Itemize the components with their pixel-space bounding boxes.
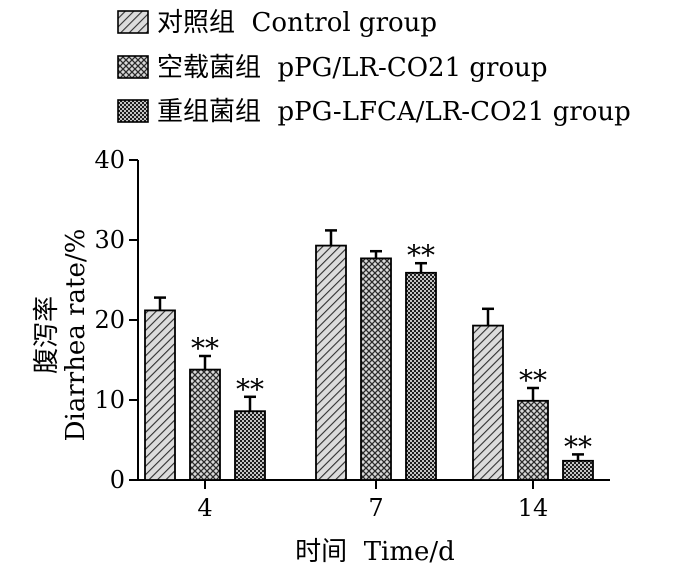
- significance-mark-2-2: **: [564, 430, 592, 463]
- legend-label-1: 空载菌组 pPG/LR-CO21 group: [157, 53, 548, 83]
- legend-label-2: 重组菌组 pPG-LFCA/LR-CO21 group: [157, 97, 631, 127]
- significance-mark-1-2: **: [519, 364, 547, 397]
- legend-label-0: 对照组 Control group: [157, 8, 437, 38]
- y-tick-label-2: 20: [94, 306, 125, 334]
- bar-2-2: [562, 459, 594, 481]
- bar-2-0: [234, 410, 266, 481]
- bar-1-0: [189, 368, 221, 481]
- y-axis-title: 腹泻率 Diarrhea rate/%: [32, 229, 91, 442]
- bar-0-2: [472, 324, 504, 481]
- legend: 对照组 Control group 空载菌组 pPG/LR-CO21 group…: [117, 8, 631, 127]
- legend-swatch-0: [117, 10, 149, 34]
- x-tick-label-1: 7: [368, 494, 383, 522]
- significance-mark-1-0: **: [191, 332, 219, 365]
- x-axis-title: 时间 Time/d: [295, 537, 455, 567]
- y-tick-label-3: 30: [94, 226, 125, 254]
- bar-2-1: [405, 271, 437, 481]
- legend-swatch-2: [117, 99, 149, 123]
- plot-area: 0 10 20 30 40 4 ** ** 7 ** 14 ** **: [94, 146, 610, 522]
- bar-1-2: [517, 399, 549, 481]
- legend-item-2: 重组菌组 pPG-LFCA/LR-CO21 group: [117, 97, 631, 127]
- y-tick-label-0: 0: [110, 466, 125, 494]
- bar-1-1: [360, 257, 392, 481]
- significance-mark-2-0: **: [236, 373, 264, 406]
- y-axis-title-en: Diarrhea rate/%: [61, 229, 91, 442]
- y-tick-label-4: 40: [94, 146, 125, 174]
- legend-item-0: 对照组 Control group: [117, 8, 437, 38]
- bar-0-1: [315, 244, 347, 481]
- y-tick-label-1: 10: [94, 386, 125, 414]
- x-tick-label-0: 4: [197, 494, 212, 522]
- significance-mark-2-1: **: [407, 239, 435, 272]
- y-axis-title-cn: 腹泻率: [32, 296, 62, 374]
- bar-0-0: [144, 309, 176, 481]
- x-tick-label-2: 14: [518, 494, 549, 522]
- legend-swatch-1: [117, 55, 149, 79]
- legend-item-1: 空载菌组 pPG/LR-CO21 group: [117, 53, 548, 83]
